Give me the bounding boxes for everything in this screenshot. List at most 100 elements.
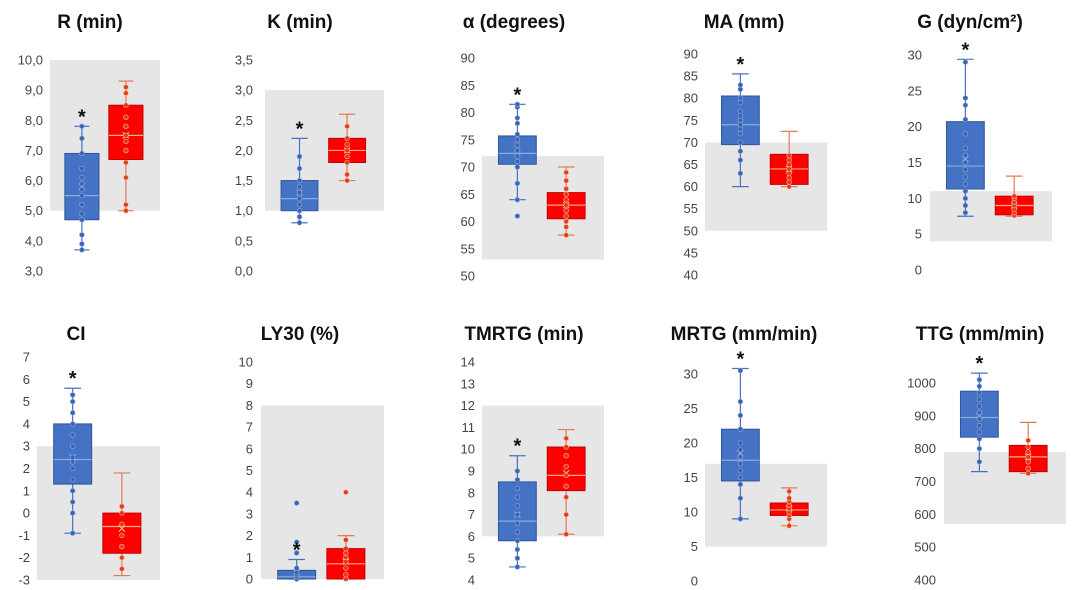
box-group-red xyxy=(326,489,366,582)
chart-title: α (degrees) xyxy=(463,12,566,33)
data-point xyxy=(962,159,969,166)
chart-2: K (min) 0,0 0,5 1,0 1,5 2,0 2,5 3,0 3,5 * xyxy=(235,12,384,279)
data-point xyxy=(962,209,969,216)
y-tick-label: -3 xyxy=(18,573,30,588)
box-group-blue: * xyxy=(720,348,760,522)
y-tick-label: 50 xyxy=(684,223,698,238)
box-group-blue: * xyxy=(720,54,760,188)
y-tick-label: 7,0 xyxy=(25,143,43,158)
data-point xyxy=(737,139,744,146)
data-point xyxy=(786,495,792,501)
data-point xyxy=(69,454,76,461)
data-point xyxy=(976,396,983,403)
y-tick-label: 5 xyxy=(23,394,30,409)
data-point xyxy=(69,421,76,427)
y-tick-label: 30 xyxy=(908,48,922,63)
reference-range-band xyxy=(944,451,1066,525)
chart-8: TMRTG (min) 4 5 6 7 8 9 10 11 12 13 14 * xyxy=(461,324,604,588)
data-point xyxy=(1025,437,1031,444)
data-point xyxy=(563,197,569,203)
chart-6: CI -3 -2 -1 0 1 2 3 4 5 6 7 * xyxy=(18,324,160,588)
data-point xyxy=(737,117,744,124)
data-point xyxy=(296,220,303,226)
data-point xyxy=(296,208,303,214)
data-point xyxy=(343,571,349,578)
data-point xyxy=(786,183,792,190)
data-point xyxy=(737,461,744,467)
chart-1: R (min) 3,0 4,0 5,0 6,0 7,0 8,0 9,0 10,0 * xyxy=(18,12,160,279)
box-group-red xyxy=(1008,421,1048,476)
data-point xyxy=(344,135,350,142)
data-point xyxy=(563,472,569,479)
significance-asterisk: * xyxy=(975,353,983,375)
data-point xyxy=(123,123,129,130)
chart-title: LY30 (%) xyxy=(261,324,340,345)
data-point xyxy=(123,147,129,154)
significance-asterisk: * xyxy=(78,106,86,128)
data-point xyxy=(514,180,521,187)
data-point xyxy=(79,217,85,223)
data-point xyxy=(343,489,349,495)
data-point xyxy=(962,102,969,108)
data-point xyxy=(514,142,521,148)
significance-asterisk: * xyxy=(513,84,521,106)
y-tick-label: 0 xyxy=(691,574,698,589)
data-point xyxy=(69,443,76,449)
data-point xyxy=(737,516,744,522)
y-tick-label: 700 xyxy=(914,474,936,489)
y-tick-label: 9 xyxy=(468,464,475,479)
data-point xyxy=(962,95,969,101)
data-point xyxy=(123,208,129,214)
chart-title: MA (mm) xyxy=(704,12,785,33)
data-point xyxy=(1025,470,1031,476)
box-group-blue: * xyxy=(497,436,537,570)
y-tick-label: 1,5 xyxy=(235,173,253,188)
data-point xyxy=(119,503,125,510)
data-point xyxy=(344,171,350,178)
y-tick-label: 2 xyxy=(246,528,253,543)
y-tick-label: 5 xyxy=(246,463,253,478)
data-point xyxy=(123,159,129,166)
data-point xyxy=(293,539,300,545)
y-tick-label: 10 xyxy=(908,191,922,206)
y-tick-label: 7 xyxy=(246,420,253,435)
chart-4: MA (mm) 40 45 50 55 60 65 70 75 80 85 90 * xyxy=(684,12,827,283)
data-point xyxy=(737,367,744,374)
data-point xyxy=(293,550,300,556)
data-point xyxy=(514,485,521,492)
data-point xyxy=(962,166,969,173)
significance-asterisk: * xyxy=(513,436,521,458)
y-tick-label: 8 xyxy=(468,485,475,500)
y-tick-label: 60 xyxy=(684,179,698,194)
data-point xyxy=(344,153,350,160)
data-point xyxy=(976,383,983,389)
data-point xyxy=(79,247,85,253)
data-point xyxy=(563,191,569,197)
data-point xyxy=(786,523,792,529)
y-tick-label: 45 xyxy=(684,245,698,260)
y-tick-label: 10 xyxy=(239,355,253,370)
y-tick-label: 4 xyxy=(23,416,30,431)
data-point xyxy=(962,59,969,65)
data-point xyxy=(514,468,521,474)
y-tick-label: 4,0 xyxy=(25,233,43,248)
chart-title: TMRTG (min) xyxy=(464,324,583,345)
data-point xyxy=(786,152,792,159)
y-tick-label: 90 xyxy=(461,51,475,66)
data-point xyxy=(976,436,983,442)
data-point xyxy=(786,157,792,163)
y-tick-label: 500 xyxy=(914,540,936,555)
data-point xyxy=(976,416,983,422)
y-tick-label: 2,0 xyxy=(235,143,253,158)
y-tick-label: 60 xyxy=(461,214,475,229)
y-tick-label: 50 xyxy=(461,269,475,284)
data-point xyxy=(296,183,303,190)
data-point xyxy=(737,148,744,154)
y-tick-label: 1 xyxy=(23,483,30,498)
data-point xyxy=(79,192,85,199)
data-point xyxy=(737,495,744,501)
chart-title: MRTG (mm/min) xyxy=(671,324,818,345)
data-point xyxy=(737,467,744,474)
data-point xyxy=(563,169,569,176)
y-tick-label: 85 xyxy=(461,78,475,93)
